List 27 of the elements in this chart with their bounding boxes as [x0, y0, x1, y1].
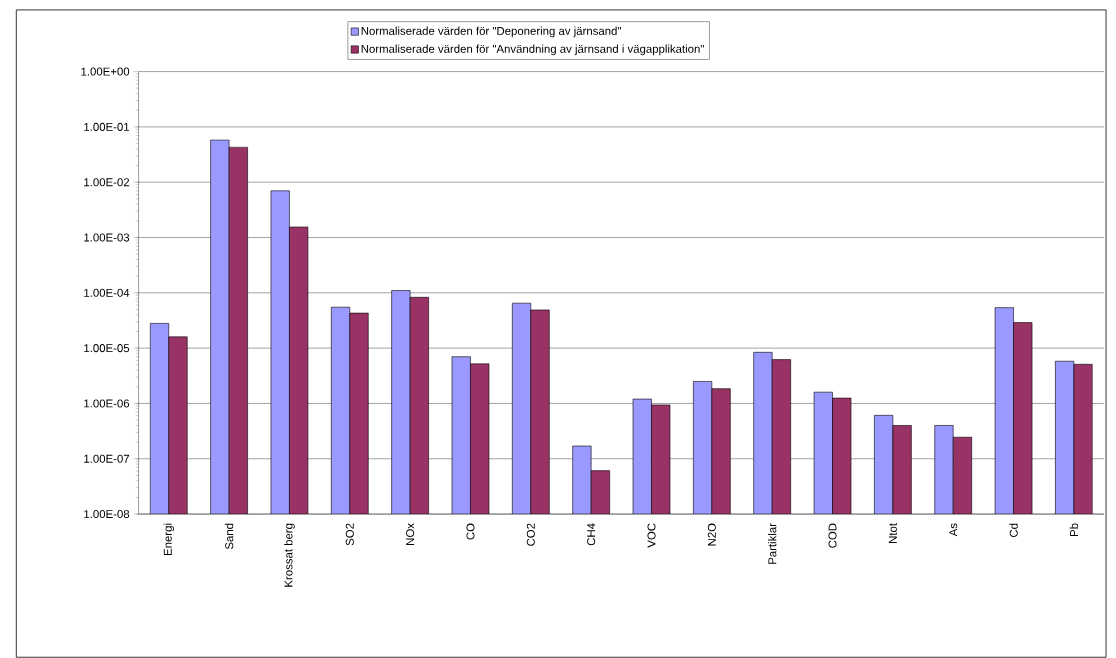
x-tick-label: CO: [466, 523, 475, 540]
x-tick-label: SO2: [345, 523, 354, 546]
y-tick-label: 1.00E-08: [84, 509, 130, 518]
x-tick-label: Krossat berg: [284, 523, 295, 587]
y-tick-label: 1.00E-02: [84, 178, 130, 187]
x-tick-label: Energi: [163, 523, 175, 555]
x-tick-label: CO2: [526, 523, 535, 546]
y-tick-label: 1.00E-03: [84, 233, 130, 242]
y-tick-label: 1.00E-06: [84, 399, 130, 408]
x-tick-label: VOC: [647, 523, 656, 548]
y-tick-label: 1.00E-05: [84, 343, 130, 353]
y-tick-label: 1.00E-07: [84, 454, 130, 463]
x-tick-label: Pb: [1069, 523, 1079, 536]
x-tick-label: COD: [828, 523, 837, 548]
x-tick-label: Cd: [1009, 523, 1018, 537]
y-tick-label: 1.00E+00: [81, 67, 130, 76]
x-tick-label: Partiklar: [768, 523, 777, 564]
x-tick-label: NOx: [406, 523, 415, 545]
x-tick-label: Sand: [224, 523, 234, 550]
x-tick-label: As: [949, 523, 958, 537]
legend-label: Normaliserade värden för "Användning av järnsand i vägapplikation": [361, 44, 704, 56]
legend-label: Normaliserade värden för "Deponering av järnsand": [361, 26, 621, 38]
y-tick-label: 1.00E-04: [84, 288, 130, 297]
x-tick-label: Ntot: [888, 523, 897, 543]
x-tick-label: CH4: [587, 523, 596, 546]
y-tick-label: 1.00E-01: [84, 122, 130, 131]
x-tick-label: N2O: [707, 523, 716, 546]
